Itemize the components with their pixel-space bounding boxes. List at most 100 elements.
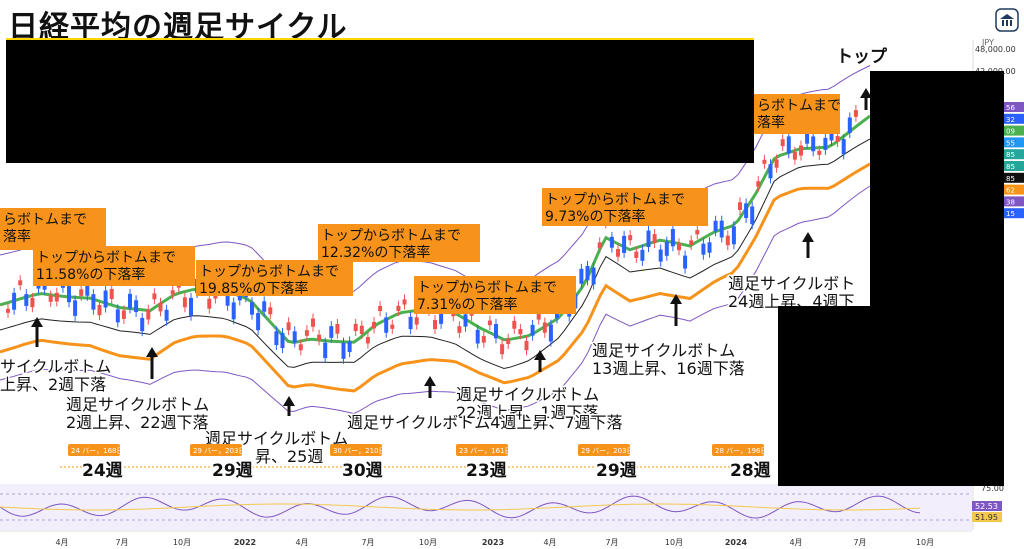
price-axis-label: 48,000.00 <box>975 45 1016 54</box>
cycle-bottom-arrow-head <box>534 350 546 360</box>
candle-body <box>683 255 688 269</box>
time-axis-label: 4月 <box>295 538 308 547</box>
candle-body <box>396 305 401 312</box>
cycle-weeks-label: 29週 <box>212 461 253 481</box>
price-side-badge <box>1004 125 1024 136</box>
candle-body <box>341 342 346 359</box>
drawdown-box-line2: 落率 <box>757 114 785 131</box>
candle-body <box>475 329 480 344</box>
drawdown-box-line1: トップからボトムまで <box>417 280 557 296</box>
cycle-bottom-label-line2: 22週上昇、1週下落 <box>456 403 599 422</box>
candle-body <box>286 322 291 331</box>
candle-body <box>530 324 535 336</box>
time-axis-label: 10月 <box>916 538 934 547</box>
candle-body <box>725 235 730 246</box>
candle-body <box>524 340 529 351</box>
cycle-badge <box>190 444 242 456</box>
price-side-badge <box>1004 172 1024 183</box>
candle-body <box>347 341 352 353</box>
candle-body <box>353 323 358 332</box>
candle-body <box>6 308 10 313</box>
price-side-badge <box>1004 149 1024 160</box>
price-side-badge <box>1004 196 1024 207</box>
candle-body <box>481 336 486 343</box>
time-axis-label: 7月 <box>605 538 618 547</box>
drawdown-box <box>414 276 576 314</box>
drawdown-box <box>542 188 708 226</box>
candle-body <box>103 290 108 308</box>
rsi-value-badge <box>972 501 1002 511</box>
candle-body <box>335 324 340 334</box>
price-side-badge <box>1004 184 1024 195</box>
cycle-bottom-label-line2: 13週上昇、16週下落 <box>592 359 745 378</box>
redaction-block <box>870 71 1004 315</box>
price-side-badge-text: 85 <box>1006 163 1015 171</box>
candle-body <box>170 290 175 295</box>
candle-body <box>140 317 145 332</box>
drawdown-box-line1: トップからボトムまで <box>199 264 339 280</box>
cycle-badge-text: 29 バー，203日 <box>581 447 634 455</box>
rsi-axis-label: 51.95 <box>975 513 998 522</box>
time-axis-label: 2022 <box>234 538 256 547</box>
candle-body <box>652 234 657 243</box>
cycle-badge-text: 23 バー，161日 <box>459 447 512 455</box>
candle-body <box>774 159 779 168</box>
candle-body <box>762 159 767 164</box>
candle-body <box>256 313 261 331</box>
candle-body <box>439 312 444 324</box>
cycle-badge-text: 29 バー，203日 <box>193 447 246 455</box>
redaction-block <box>6 38 754 163</box>
price-side-badge <box>1004 102 1024 112</box>
cycle-bottom-label-line2: 昇、25週 <box>255 447 323 466</box>
drawdown-box <box>33 246 195 286</box>
drawdown-box-line2: 19.85%の下落率 <box>199 280 308 297</box>
cycle-bottom-label-line1: 週足サイクルボトム <box>592 341 735 360</box>
cycle-bottom-arrow-head <box>802 232 814 242</box>
drawdown-box-line1: トップからボトムまで <box>36 250 176 266</box>
time-axis-label: 7月 <box>115 538 128 547</box>
cycle-bottom-label-line1: 週足サイクルボトム <box>205 429 348 448</box>
candle-body <box>274 331 279 346</box>
cycle-bottom-label-line2: 上昇、2週下落 <box>0 375 106 394</box>
candle-body <box>756 181 761 187</box>
candle-body <box>390 324 395 329</box>
currency-label: JPY <box>982 38 994 47</box>
drawdown-box-line2: 11.58%の下落率 <box>36 266 145 283</box>
candle-body <box>487 320 492 326</box>
cycle-weeks-label: 29週 <box>596 461 637 481</box>
candle-body <box>372 321 376 329</box>
candle-body <box>73 300 78 316</box>
candle-body <box>744 203 749 219</box>
candle-body <box>463 314 468 327</box>
drawdown-box <box>318 224 480 262</box>
candle-body <box>451 311 456 317</box>
candle-body <box>24 294 29 306</box>
price-side-badge-text: 85 <box>1006 175 1015 183</box>
time-axis-label: 7月 <box>853 538 866 547</box>
price-side-badge <box>1004 161 1024 171</box>
overlap-cycle-label: 週足サイクルボトム4週上昇、7週下落 <box>347 413 623 432</box>
rsi-value-badge <box>972 512 1002 522</box>
candle-body <box>677 243 681 251</box>
candle-body <box>640 249 645 261</box>
candle-body <box>231 302 236 320</box>
time-axis-label: 10月 <box>173 538 191 547</box>
rsi-line <box>0 495 921 519</box>
candle-body <box>805 128 810 144</box>
cycle-bottom-label-line1: 週足サイクルボトム <box>456 385 599 404</box>
candle-body <box>225 287 230 306</box>
candle-body <box>91 294 96 310</box>
candle-body <box>750 206 755 225</box>
candle-body <box>18 280 23 286</box>
cycle-bottom-label-line1: サイクルボトム <box>0 357 111 376</box>
rsi-signal-line <box>0 503 921 511</box>
candle-body <box>817 150 822 155</box>
candle-body <box>616 249 620 257</box>
drawdown-box <box>0 208 106 250</box>
price-side-badge <box>1004 113 1024 124</box>
cycle-badge-text: 28 バー，196日 <box>715 447 768 455</box>
drawdown-box-line2: 7.31%の下落率 <box>417 296 517 313</box>
candle-body <box>146 309 151 320</box>
candle-body <box>579 268 584 284</box>
